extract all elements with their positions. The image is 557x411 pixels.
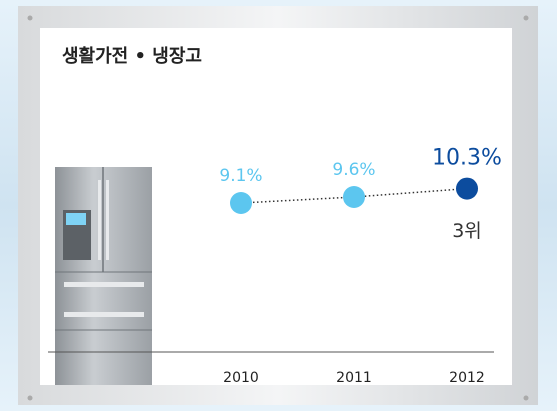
screw: [27, 395, 33, 401]
value-label: 9.1%: [219, 166, 262, 186]
annotation: 3위: [452, 220, 482, 242]
x-tick-label: 2011: [336, 370, 372, 386]
point: [456, 177, 478, 200]
screw: [27, 15, 33, 21]
screw: [523, 15, 529, 21]
value-label: 9.6%: [332, 160, 375, 180]
x-tick-label: 2012: [449, 370, 485, 386]
point: [343, 186, 365, 208]
point: [230, 192, 252, 214]
screw: [523, 395, 529, 401]
value-label: 10.3%: [432, 146, 502, 171]
x-tick-label: 2010: [223, 370, 259, 386]
chart-title: 생활가전 • 냉장고: [62, 46, 202, 67]
refrigerator: [55, 167, 152, 385]
